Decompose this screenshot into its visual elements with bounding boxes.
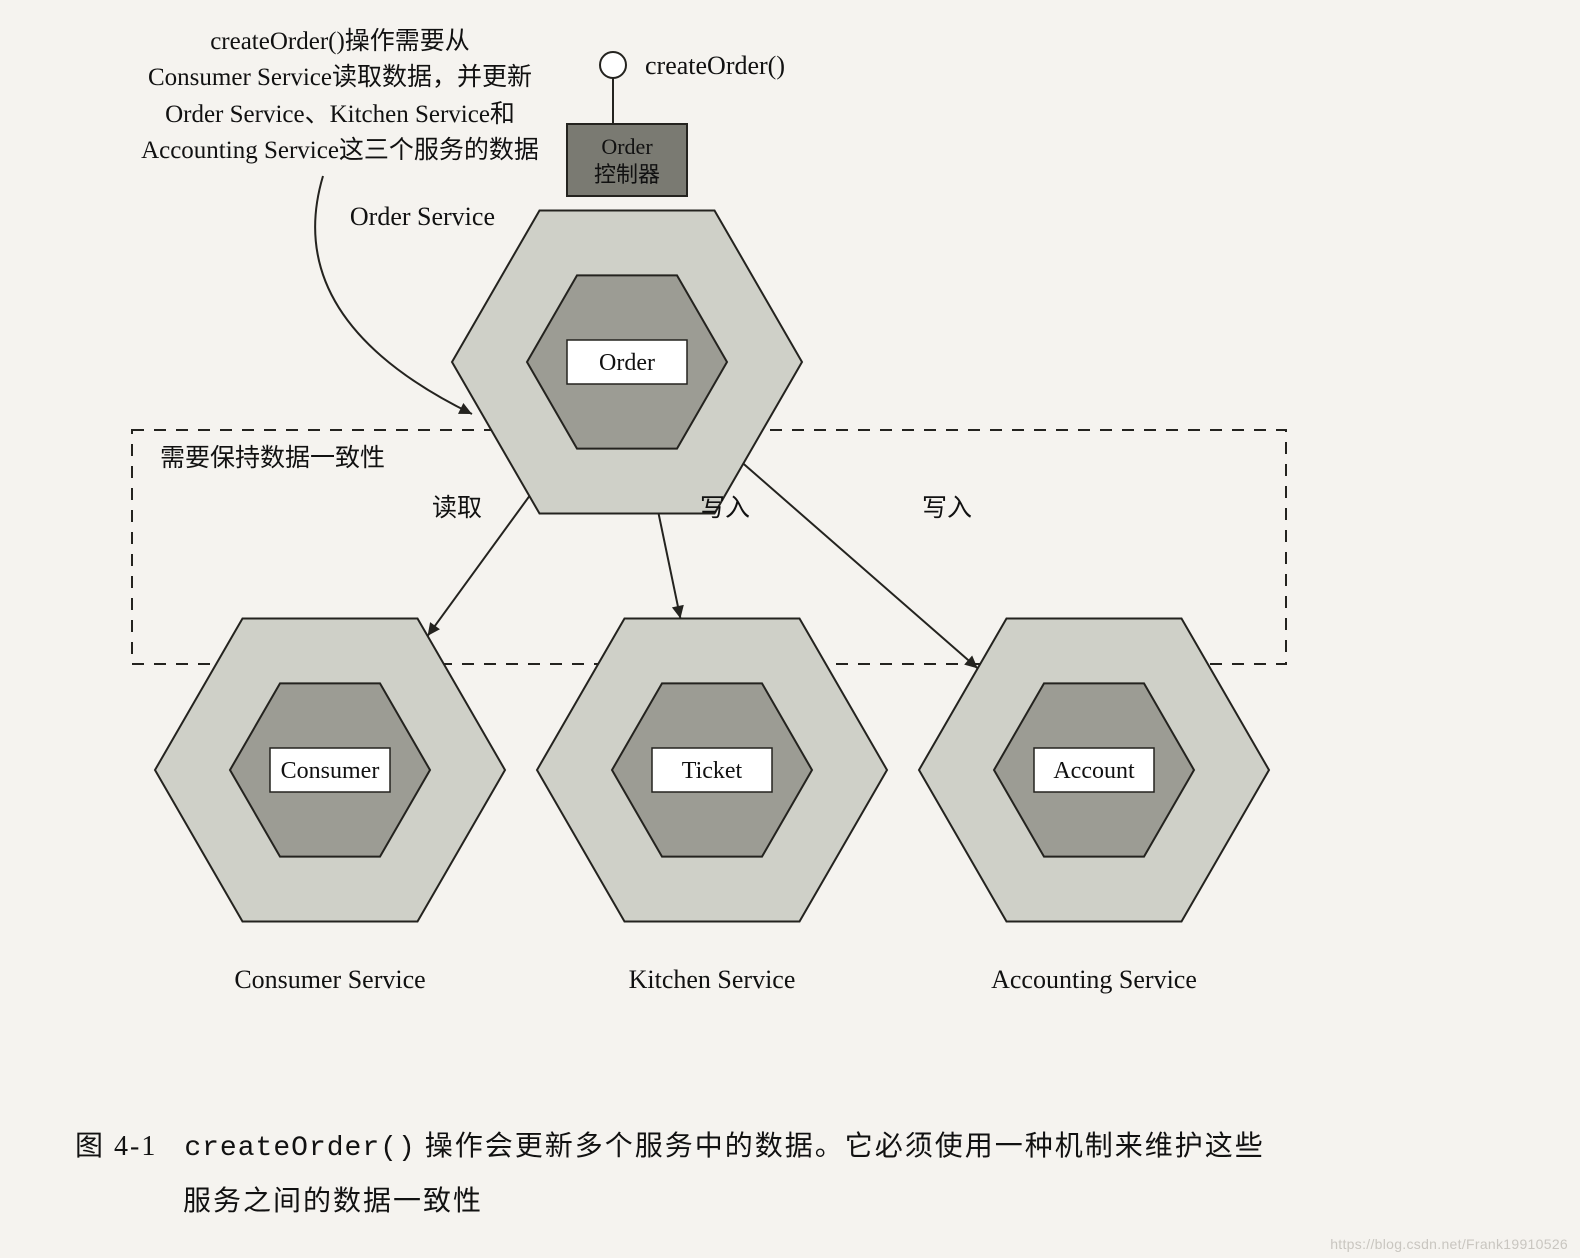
edge-label-kitchen: 写入 bbox=[700, 495, 750, 522]
watermark: https://blog.csdn.net/Frank19910526 bbox=[1330, 1236, 1568, 1252]
caption-fig-no: 图 4-1 bbox=[75, 1131, 157, 1162]
create-order-label: createOrder() bbox=[645, 51, 785, 80]
svg-text:Order: Order bbox=[601, 134, 653, 159]
entity-label-consumer: Consumer bbox=[281, 758, 380, 784]
service-label-order: Order Service bbox=[350, 202, 495, 231]
entity-label-kitchen: Ticket bbox=[682, 758, 743, 784]
entity-label-account: Account bbox=[1053, 758, 1135, 784]
svg-text:控制器: 控制器 bbox=[594, 162, 660, 187]
edge-order-kitchen bbox=[659, 514, 684, 619]
service-label-account: Accounting Service bbox=[991, 965, 1197, 994]
service-label-consumer: Consumer Service bbox=[234, 965, 425, 994]
entity-label-order: Order bbox=[599, 350, 655, 376]
service-label-kitchen: Kitchen Service bbox=[629, 965, 796, 994]
caption-code: createOrder() bbox=[184, 1133, 415, 1164]
figure-caption: 图 4-1 createOrder() 操作会更新多个服务中的数据。它必须使用一… bbox=[75, 1120, 1495, 1228]
caption-rest1: 操作会更新多个服务中的数据。它必须使用一种机制来维护这些 bbox=[416, 1131, 1265, 1162]
annotation-text: createOrder()操作需要从Consumer Service读取数据，并… bbox=[110, 24, 570, 169]
consistency-label: 需要保持数据一致性 bbox=[160, 444, 385, 472]
caption-rest2: 服务之间的数据一致性 bbox=[183, 1186, 483, 1217]
service-kitchen: Ticket bbox=[537, 618, 887, 921]
edge-label-consumer: 读取 bbox=[432, 494, 482, 522]
lollipop-icon bbox=[600, 52, 626, 78]
edge-label-account: 写入 bbox=[922, 495, 972, 522]
diagram-stage: 需要保持数据一致性 Order Order Service Consumer Consu… bbox=[0, 0, 1580, 1258]
